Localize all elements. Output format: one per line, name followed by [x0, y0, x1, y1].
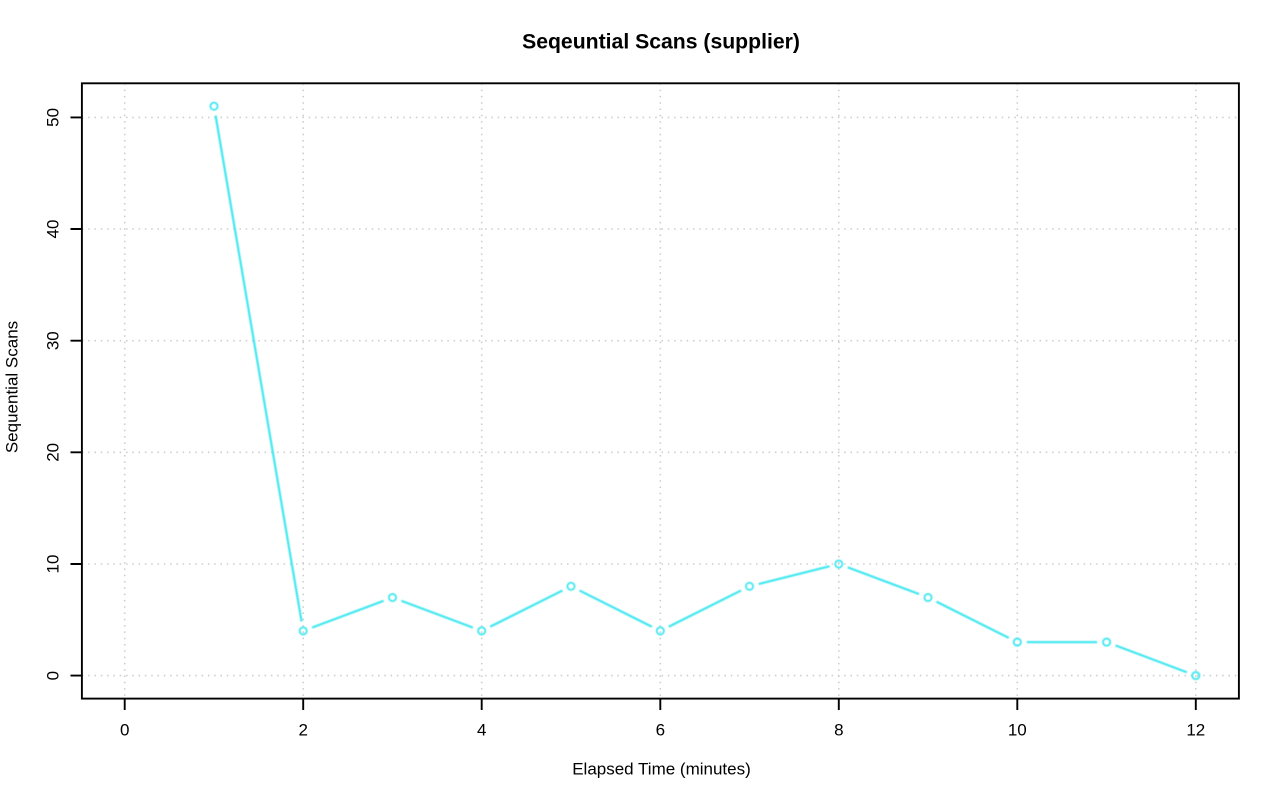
svg-text:4: 4 [477, 721, 486, 740]
svg-text:50: 50 [44, 108, 63, 127]
svg-text:2: 2 [298, 721, 307, 740]
svg-text:10: 10 [1008, 721, 1027, 740]
svg-text:20: 20 [44, 443, 63, 462]
svg-text:12: 12 [1186, 721, 1205, 740]
svg-text:40: 40 [44, 220, 63, 239]
svg-text:30: 30 [44, 331, 63, 350]
svg-text:6: 6 [656, 721, 665, 740]
svg-text:8: 8 [834, 721, 843, 740]
svg-text:0: 0 [120, 721, 129, 740]
svg-text:Elapsed Time (minutes): Elapsed Time (minutes) [572, 760, 751, 779]
svg-text:Sequential Scans: Sequential Scans [3, 321, 22, 453]
svg-text:Seqeuntial Scans (supplier): Seqeuntial Scans (supplier) [522, 31, 800, 54]
svg-text:10: 10 [44, 555, 63, 574]
svg-text:0: 0 [44, 671, 63, 680]
